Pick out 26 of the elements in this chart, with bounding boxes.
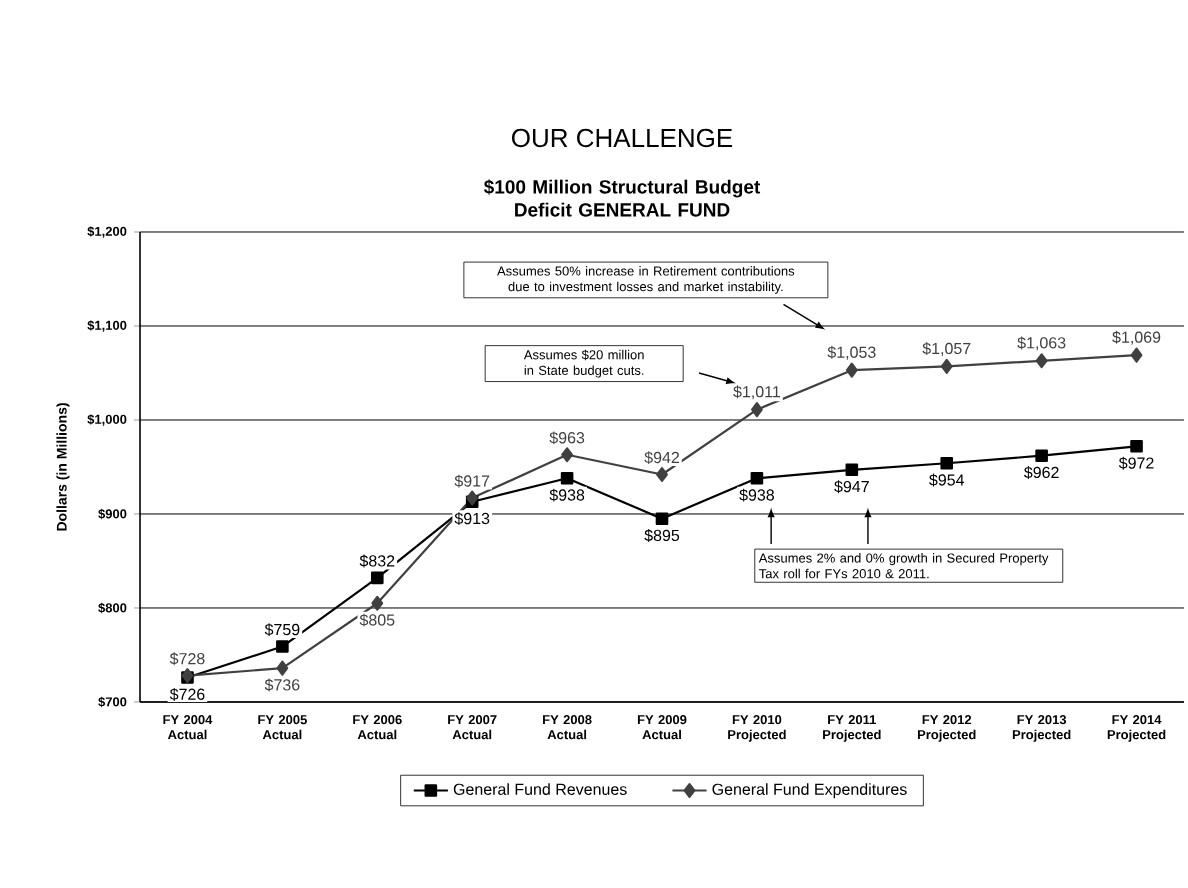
data-label: $832 <box>359 554 395 568</box>
data-label: $1,053 <box>827 345 876 360</box>
data-label: $728 <box>169 652 205 666</box>
data-label: $726 <box>169 687 205 701</box>
chart-title: OUR CHALLENGE <box>511 128 733 148</box>
data-label: $895 <box>644 529 680 543</box>
data-label: $736 <box>264 678 300 692</box>
data-label: $954 <box>929 473 965 487</box>
data-label: $942 <box>644 451 679 465</box>
data-label: $947 <box>834 480 869 494</box>
data-label: $805 <box>359 613 395 627</box>
data-label: $938 <box>549 488 585 502</box>
legend-label: General Fund Expenditures <box>712 783 907 799</box>
data-label: $963 <box>549 431 585 445</box>
data-label: $962 <box>1023 466 1059 480</box>
legend-label: General Fund Revenues <box>453 783 627 795</box>
data-label: $1,057 <box>922 342 971 356</box>
chart-subtitle: $100 Million Structural Budget Deficit GENERAL FUND <box>483 179 761 217</box>
data-label: $1,011 <box>733 385 781 400</box>
data-label: $913 <box>454 512 490 526</box>
data-label: $917 <box>454 474 490 488</box>
data-label: $759 <box>264 623 300 637</box>
data-label: $938 <box>739 488 774 502</box>
data-label: $1,063 <box>1017 336 1066 351</box>
data-label: $1,069 <box>1112 330 1161 345</box>
data-label: $972 <box>1118 456 1154 470</box>
